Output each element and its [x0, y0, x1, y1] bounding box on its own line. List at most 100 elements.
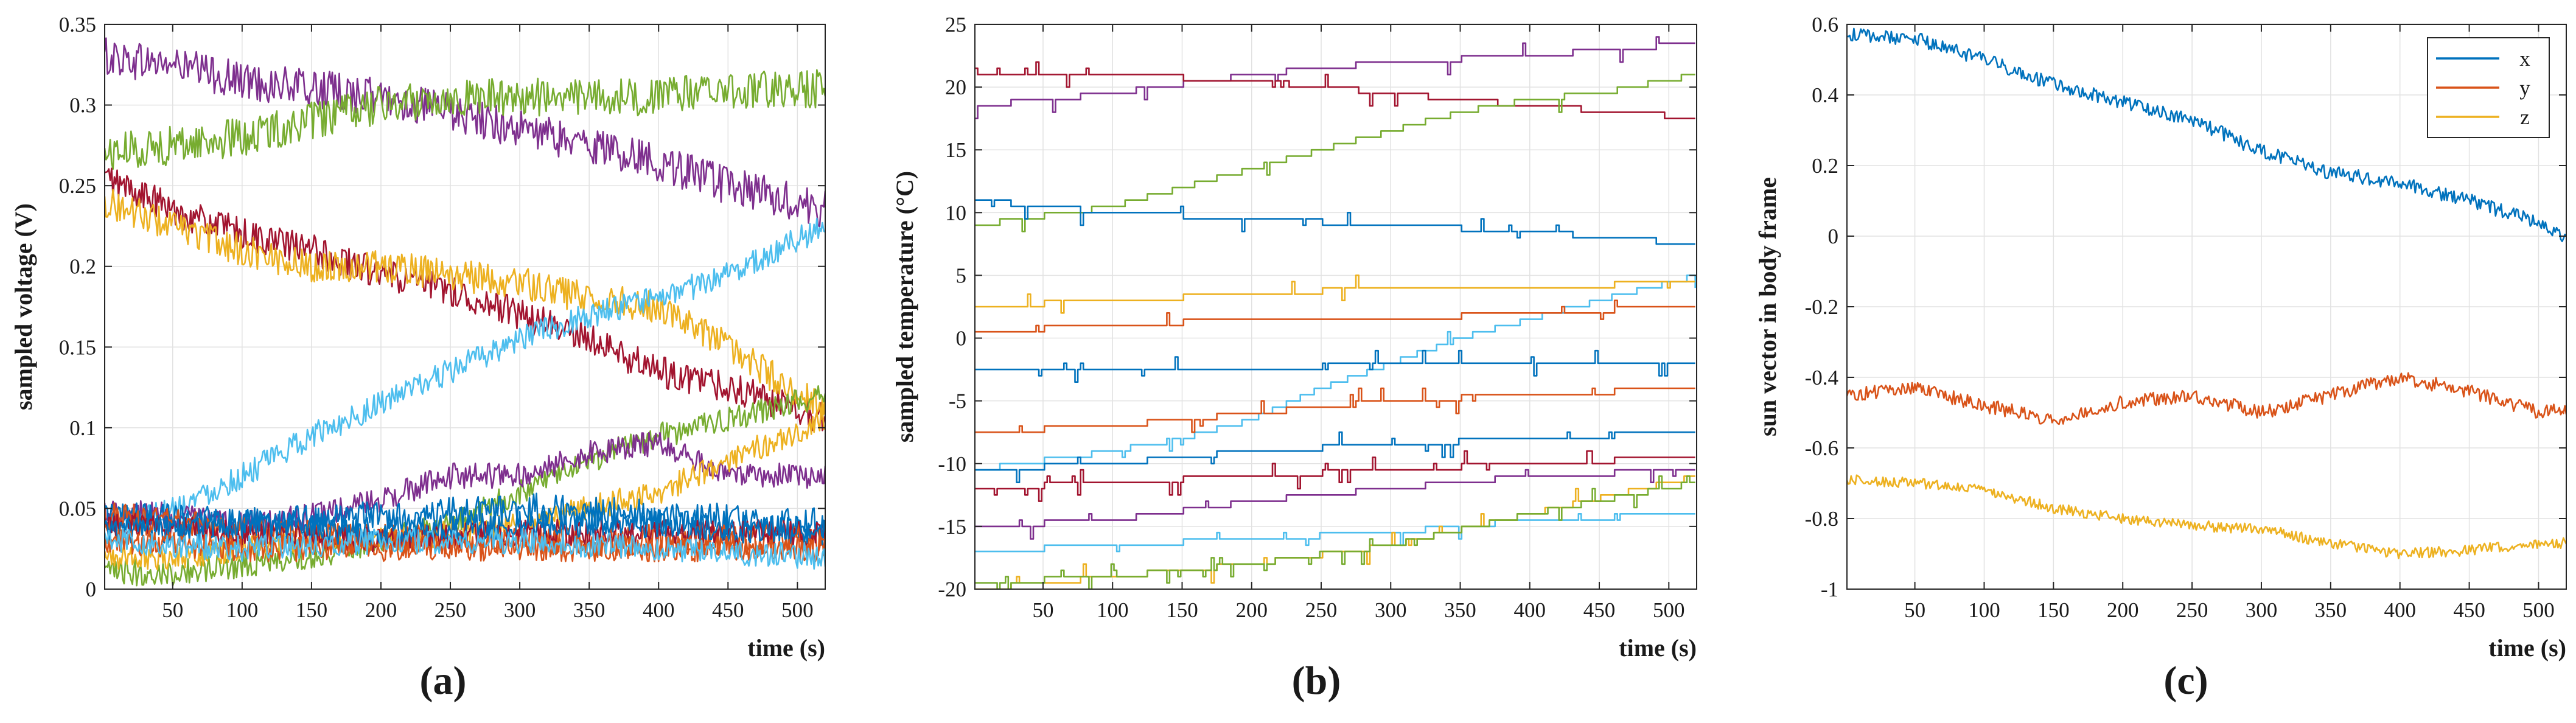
x-tick-label: 50 — [162, 598, 183, 622]
y-tick-label: 0.4 — [1812, 83, 1838, 107]
series-line-cyan-low — [105, 527, 825, 570]
y-axis-title: sampled voltage (V) — [10, 203, 37, 410]
series-line-blue-low-2 — [105, 509, 825, 547]
y-tick-label: 0.6 — [1812, 13, 1838, 37]
x-tick-label: 400 — [1514, 598, 1546, 622]
x-tick-label: 300 — [1375, 598, 1407, 622]
x-tick-label: 350 — [1444, 598, 1476, 622]
y-tick-label: -10 — [938, 452, 966, 476]
x-tick-label: 450 — [1583, 598, 1616, 622]
series-line-blue-mid — [975, 431, 1695, 483]
series-line-purple-rising — [975, 36, 1695, 119]
series-line-z — [1847, 474, 2566, 559]
legend-label-z: z — [2520, 105, 2530, 129]
series-group — [1847, 27, 2566, 559]
y-tick-label: 0.15 — [59, 335, 96, 359]
x-tick-label: 500 — [2522, 598, 2555, 622]
x-tick-label: 300 — [504, 598, 536, 622]
series-line-orange-mid — [975, 387, 1695, 433]
x-tick-label: 200 — [1235, 598, 1268, 622]
series-line-green-rising — [975, 74, 1695, 232]
series-line-purple-high — [105, 37, 825, 228]
x-tick-label: 250 — [2176, 598, 2208, 622]
x-tick-label: 450 — [712, 598, 744, 622]
y-tick-label: 0.25 — [59, 174, 96, 198]
chart-panel-3: 50 100 150 200 250 300 350 400 450 500 -1 -0.8 -0.6 -… — [1754, 13, 2567, 703]
y-tick-label: -5 — [949, 389, 966, 413]
y-tick-label: 0 — [956, 327, 967, 351]
series-line-red-descending — [105, 167, 825, 431]
series-line-cyan-rising — [105, 217, 825, 533]
series-line-y — [1847, 372, 2566, 425]
y-tick-label: -1 — [1821, 578, 1838, 601]
panel-label: (b) — [1292, 658, 1341, 703]
y-tick-label: 0.3 — [69, 94, 96, 117]
x-tick-label: 150 — [1166, 598, 1198, 622]
series-line-orange-low-2 — [105, 528, 825, 562]
series-line-red-mid — [975, 450, 1695, 502]
x-tick-label: 450 — [2453, 598, 2485, 622]
series-line-green-low — [975, 475, 1695, 589]
y-tick-label: 25 — [945, 13, 966, 37]
series-line-blue-flat — [975, 199, 1695, 245]
y-tick-label: -0.6 — [1805, 436, 1838, 460]
x-tick-label: 400 — [643, 598, 675, 622]
panel-label: (c) — [2163, 658, 2208, 703]
y-tick-label: -0.8 — [1805, 507, 1838, 531]
x-tick-label: 300 — [2246, 598, 2278, 622]
x-tick-label: 50 — [1032, 598, 1053, 622]
x-tick-label: 250 — [435, 598, 467, 622]
y-axis-title: sun vector in body frame — [1754, 177, 1781, 436]
legend-label-y: y — [2519, 76, 2530, 100]
y-tick-label: 0 — [1828, 225, 1839, 248]
x-tick-label: 50 — [1904, 598, 1925, 622]
series-line-purple-mid — [975, 469, 1695, 540]
y-tick-label: -0.2 — [1805, 295, 1838, 319]
axes-box — [974, 24, 1697, 590]
legend: xyz — [2427, 37, 2550, 138]
y-tick-label: 0.05 — [59, 497, 96, 520]
series-line-cyan-low — [975, 513, 1695, 553]
y-tick-label: 0.2 — [69, 255, 96, 279]
series-line-yellow-band — [975, 274, 1695, 314]
y-tick-label: 15 — [945, 138, 966, 162]
y-tick-label: 10 — [945, 201, 966, 225]
x-tick-label: 150 — [2037, 598, 2070, 622]
series-line-blue-band — [975, 349, 1695, 383]
panel-label: (a) — [420, 658, 467, 703]
x-tick-label: 350 — [2315, 598, 2347, 622]
series-line-red-top — [975, 61, 1695, 119]
y-tick-label: 0 — [86, 578, 97, 601]
chart-panel-2: 50 100 150 200 250 300 350 400 450 500-20-15-10-5… — [891, 13, 1697, 703]
x-tick-label: 150 — [296, 598, 328, 622]
x-tick-label: 500 — [781, 598, 814, 622]
legend-label-x: x — [2519, 47, 2530, 71]
x-tick-label: 400 — [2384, 598, 2416, 622]
series-line-green-high — [105, 69, 825, 170]
x-tick-label: 100 — [1968, 598, 2000, 622]
x-tick-label: 350 — [573, 598, 606, 622]
x-tick-label: 100 — [226, 598, 259, 622]
x-axis-title: time (s) — [1619, 634, 1697, 662]
series-group — [105, 37, 825, 587]
y-tick-label: 20 — [945, 75, 966, 99]
series-line-yellow-descending — [105, 189, 825, 421]
series-line-cyan-staircase — [975, 274, 1696, 471]
y-tick-label: -20 — [938, 578, 966, 601]
x-tick-label: 100 — [1097, 598, 1129, 622]
series-line-orange-band — [975, 299, 1695, 333]
y-tick-label: 0.2 — [1812, 154, 1838, 178]
x-tick-label: 250 — [1305, 598, 1338, 622]
y-axis-title: sampled temperature (°C) — [891, 171, 918, 442]
x-axis-title: time (s) — [747, 634, 825, 662]
y-tick-label: -0.4 — [1805, 366, 1838, 389]
x-tick-label: 200 — [365, 598, 397, 622]
y-tick-label: -15 — [938, 515, 966, 539]
y-tick-label: 5 — [956, 264, 967, 287]
x-tick-label: 500 — [1653, 598, 1685, 622]
series-line-purple-low — [105, 431, 825, 538]
x-tick-label: 200 — [2107, 598, 2139, 622]
